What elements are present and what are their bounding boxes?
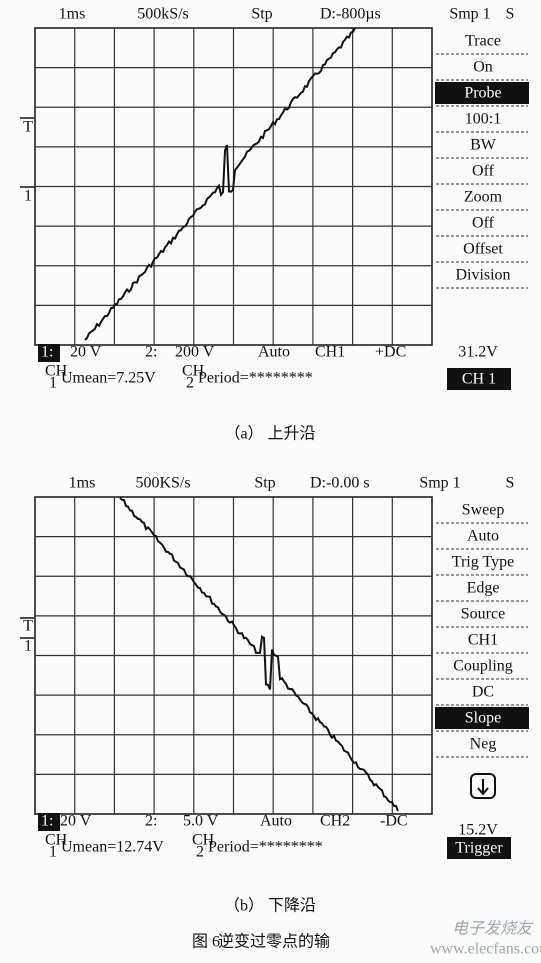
menu-item: BW	[470, 137, 497, 154]
figure-caption: 逆变过零点的输	[218, 933, 330, 951]
menu-item: Slope	[465, 710, 501, 727]
status-item: 2:	[145, 344, 157, 361]
header-item: 500kS/s	[137, 6, 189, 23]
header-item: 500KS/s	[135, 475, 190, 492]
figure-number: 图 6	[192, 934, 220, 951]
header-item: S	[506, 475, 515, 492]
trace	[84, 27, 356, 341]
stat-text: Umean=12.74V	[61, 839, 164, 856]
status-item: +DC	[375, 344, 406, 361]
button-box	[447, 837, 511, 859]
stat-ch: CH	[182, 363, 205, 380]
stat-ch-num: 2	[186, 375, 194, 392]
header-item: 1ms	[59, 6, 86, 23]
scope-panel: 1ms 500KS/s Stp D:-0.00 s Smp 1 S T 1 Sweep Auto T…	[20, 475, 529, 915]
stat-ch: CH	[192, 832, 215, 849]
menu-item: Edge	[467, 580, 500, 597]
stat-text: Period=********	[198, 370, 313, 387]
header-item: D:-800µs	[320, 6, 381, 23]
menu-item: Neg	[470, 736, 497, 753]
status-item: Auto	[258, 344, 290, 361]
menu-item: Trig Type	[452, 554, 514, 571]
status-item: Auto	[260, 813, 292, 830]
menu-item: Coupling	[453, 658, 513, 675]
button-label: Trigger	[455, 840, 503, 857]
trigger-level: 31.2V	[458, 344, 498, 361]
level-marker: 1	[24, 188, 32, 205]
menu-item: Zoom	[464, 189, 503, 206]
stat-ch-num: 1	[49, 375, 57, 392]
channel-box	[38, 344, 60, 362]
watermark-url: www.elecfans.com	[430, 941, 541, 958]
status-item: 2:	[145, 813, 157, 830]
status-item: CH1	[315, 344, 345, 361]
header-item: D:-0.00 s	[310, 475, 370, 492]
channel-box	[38, 813, 60, 831]
header-item: 1ms	[69, 475, 96, 492]
menu-item: CH1	[468, 632, 498, 649]
menu-item: Off	[472, 215, 495, 232]
trigger-icon	[470, 773, 496, 799]
level-marker: 1	[24, 638, 32, 655]
menu-item: Auto	[467, 528, 499, 545]
level-marker: T	[23, 119, 33, 136]
button-box	[447, 368, 511, 390]
menu-item: Source	[461, 606, 505, 623]
button-label: CH 1	[462, 371, 496, 388]
level-marker: T	[23, 618, 33, 635]
stat-ch: CH	[45, 363, 68, 380]
status-item: CH2	[320, 813, 350, 830]
menu-item: Trace	[465, 33, 501, 50]
status-item: 5.0 V	[183, 813, 219, 830]
menu-item: DC	[472, 684, 494, 701]
menu-item: Off	[472, 163, 495, 180]
status-item: 200 V	[175, 344, 215, 361]
trace	[119, 497, 399, 812]
status-item: 20 V	[60, 813, 92, 830]
menu-item: 100:1	[465, 111, 501, 128]
menu-item: Probe	[464, 85, 501, 102]
stat-ch-num: 1	[49, 844, 57, 861]
stat-text: Period=********	[208, 839, 323, 856]
menu-item: Offset	[463, 241, 503, 258]
header-item: Smp 1	[419, 475, 460, 492]
status-item: 20 V	[70, 344, 102, 361]
menu-selected	[435, 82, 529, 104]
scope-panel: 1ms 500kS/s Stp D:-800µs Smp 1 S T 1 Trace On Prob…	[20, 6, 529, 443]
panel-caption: （b） 下降沿	[224, 897, 316, 915]
menu-selected	[435, 707, 529, 729]
menu-item: Sweep	[462, 502, 505, 519]
trigger-level: 15.2V	[458, 822, 498, 839]
panel-caption: （a） 上升沿	[224, 425, 315, 443]
status-item: -DC	[380, 813, 408, 830]
status-item: 1:	[41, 813, 53, 830]
status-item: 1:	[41, 344, 53, 361]
header-item: S	[506, 6, 515, 23]
menu-item: On	[473, 59, 493, 76]
menu-item: Division	[455, 267, 510, 284]
header-item: Stp	[254, 475, 275, 492]
header-item: Smp 1	[449, 6, 490, 23]
watermark-name: 电子发烧友	[452, 920, 534, 938]
stat-text: Umean=7.25V	[61, 370, 156, 387]
stat-ch-num: 2	[196, 844, 204, 861]
header-item: Stp	[251, 6, 272, 23]
stat-ch: CH	[45, 832, 68, 849]
